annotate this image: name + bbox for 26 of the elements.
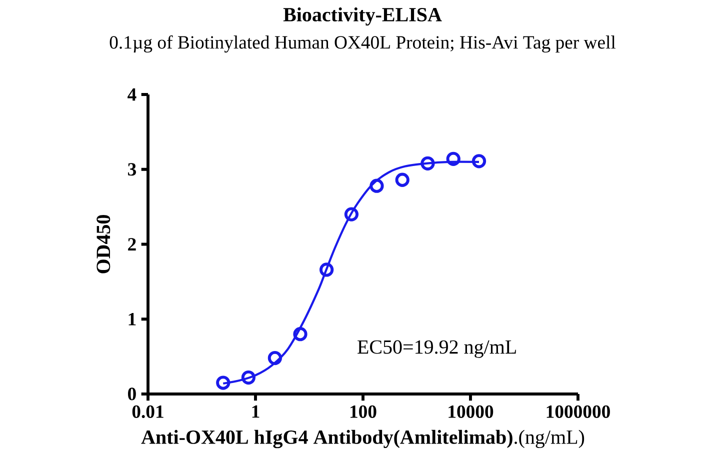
x-tick-label: 100 bbox=[350, 405, 376, 418]
annotation: EC50=19.92 ng/mL bbox=[358, 340, 516, 358]
x-tick-label: 1000000 bbox=[546, 405, 610, 418]
x-tick-label: 0.01 bbox=[132, 405, 164, 418]
point bbox=[241, 370, 256, 385]
point bbox=[446, 152, 460, 166]
point bbox=[472, 154, 486, 168]
x-tick-label: 10000 bbox=[448, 405, 494, 418]
x-tick-label: 1 bbox=[252, 405, 260, 418]
point bbox=[370, 178, 384, 193]
point bbox=[293, 327, 308, 342]
chart-title: Bioactivity-ELISA bbox=[283, 7, 442, 26]
y-tick-label: 3 bbox=[128, 163, 136, 176]
point bbox=[395, 172, 410, 187]
y-tick-label: 1 bbox=[128, 312, 136, 326]
x-axis-title: Anti-OX40L hIgG4 Antibody(Amlitelimab).(ng/mL) bbox=[141, 430, 584, 448]
point bbox=[320, 262, 334, 277]
chart-subtitle: 0.1µg of Biotinylated Human OX40L Protein; His-Avi Tag per well bbox=[110, 35, 616, 53]
point bbox=[344, 207, 359, 222]
y-tick-label: 4 bbox=[128, 88, 136, 101]
y-tick-label: 2 bbox=[128, 238, 136, 250]
point bbox=[420, 156, 435, 170]
y-tick-label: 0 bbox=[128, 388, 136, 400]
y-axis-title: OD450 bbox=[96, 215, 110, 274]
point bbox=[216, 376, 230, 390]
point bbox=[268, 350, 282, 366]
